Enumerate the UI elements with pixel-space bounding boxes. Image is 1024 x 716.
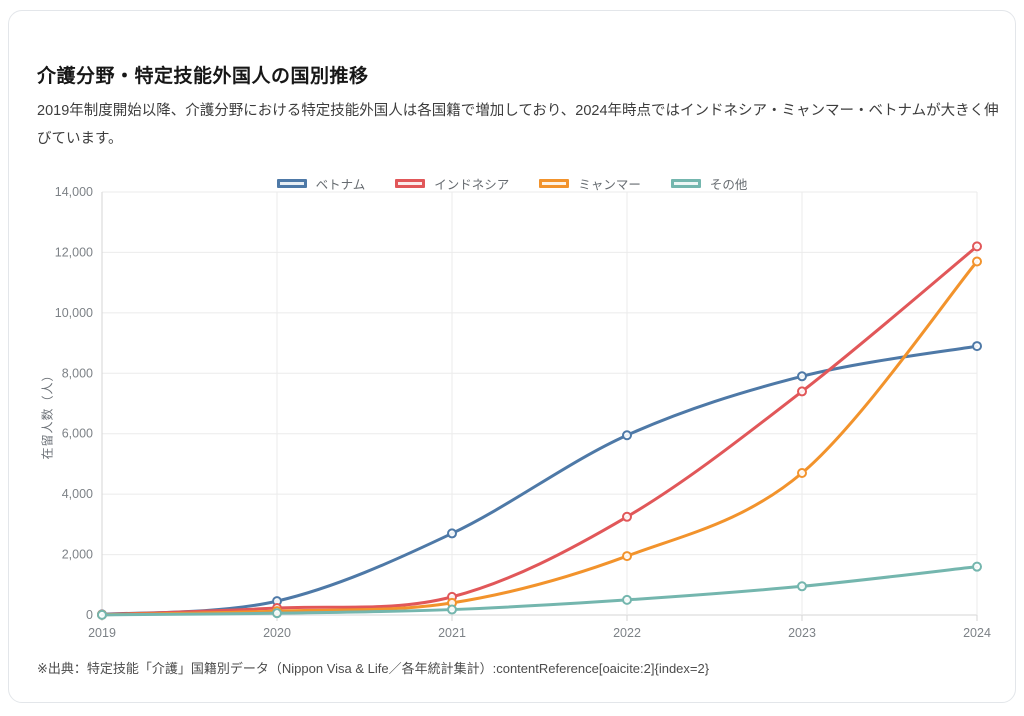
chart-legend: ベトナム インドネシア ミャンマー その他: [9, 174, 1015, 193]
page-title: 介護分野・特定技能外国人の国別推移: [37, 66, 369, 87]
page-subtitle: 2019年制度開始以降、介護分野における特定技能外国人は各国籍で増加しており、2…: [37, 103, 999, 147]
legend-label-vietnam: ベトナム: [315, 178, 366, 192]
legend-swatch-indonesia: [395, 179, 426, 188]
y-axis-title: 在留人数（人）: [40, 368, 55, 460]
legend-swatch-others: [670, 179, 701, 188]
legend-item-vietnam[interactable]: ベトナム: [276, 174, 366, 193]
legend-label-myanmar: ミャンマー: [578, 178, 641, 192]
legend-label-indonesia: インドネシア: [434, 178, 510, 192]
legend-swatch-vietnam: [276, 179, 307, 188]
legend-item-others[interactable]: その他: [670, 174, 748, 193]
legend-item-indonesia[interactable]: インドネシア: [395, 174, 509, 193]
legend-swatch-myanmar: [539, 179, 570, 188]
legend-item-myanmar[interactable]: ミャンマー: [539, 174, 641, 193]
source-note: ※出典：特定技能「介護」国籍別データ（Nippon Visa & Life／各年…: [37, 661, 710, 676]
chart-card: 介護分野・特定技能外国人の国別推移 2019年制度開始以降、介護分野における特定…: [8, 10, 1016, 703]
legend-label-others: その他: [709, 178, 748, 192]
